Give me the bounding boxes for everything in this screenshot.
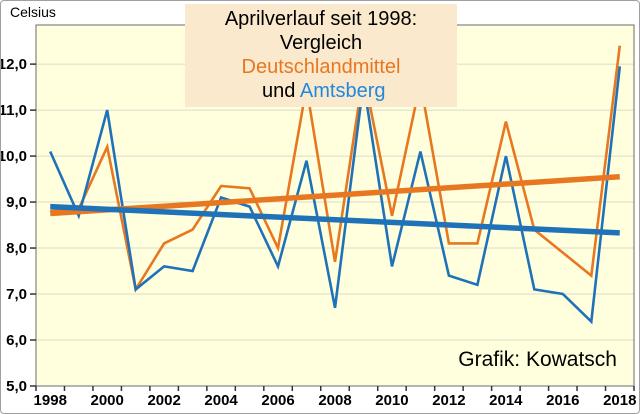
y-tick-label: 8,0 bbox=[6, 240, 27, 257]
title-connector-label: und bbox=[256, 80, 300, 102]
y-tick-label: 11,0 bbox=[1, 102, 27, 119]
x-tick-label: 2008 bbox=[318, 392, 351, 409]
y-tick-label: 7,0 bbox=[6, 286, 27, 303]
y-tick-label: 6,0 bbox=[6, 332, 27, 349]
title-series1-label: Deutschlandmittel bbox=[241, 56, 401, 78]
chart-title-line1: Aprilverlauf seit 1998: Vergleich bbox=[224, 8, 418, 54]
y-tick-label: 10,0 bbox=[1, 148, 27, 165]
y-tick-label: 5,0 bbox=[6, 378, 27, 395]
x-tick-label: 2018 bbox=[603, 392, 636, 409]
trend-line-deutschlandmittel-trend bbox=[50, 174, 620, 217]
title-series2-label: Amtsberg bbox=[299, 80, 386, 102]
series-line-amtsberg bbox=[49, 66, 622, 325]
y-axis-unit-label: Celsius bbox=[10, 4, 56, 20]
x-tick-label: 2004 bbox=[204, 392, 238, 409]
y-tick-label: 12,0 bbox=[1, 56, 27, 73]
x-tick-label: 2002 bbox=[147, 392, 180, 409]
series-line-deutschlandmittel bbox=[50, 45, 622, 293]
x-tick-label: 2006 bbox=[261, 392, 294, 409]
x-tick-label: 2016 bbox=[546, 392, 579, 409]
credit-label: Grafik: Kowatsch bbox=[458, 348, 617, 371]
x-tick-label: 2014 bbox=[489, 392, 523, 409]
chart-title-line2: Deutschlandmittel und Amtsberg bbox=[189, 55, 453, 103]
trend-line-amtsberg-trend bbox=[50, 203, 620, 236]
x-tick-label: 2010 bbox=[375, 392, 408, 409]
x-tick-label: 2000 bbox=[91, 392, 124, 409]
x-tick-label: 1998 bbox=[34, 392, 67, 409]
y-tick-label: 9,0 bbox=[6, 194, 27, 211]
chart-title-box: Aprilverlauf seit 1998: Vergleich Deutsc… bbox=[185, 4, 457, 107]
x-tick-label: 2012 bbox=[432, 392, 465, 409]
